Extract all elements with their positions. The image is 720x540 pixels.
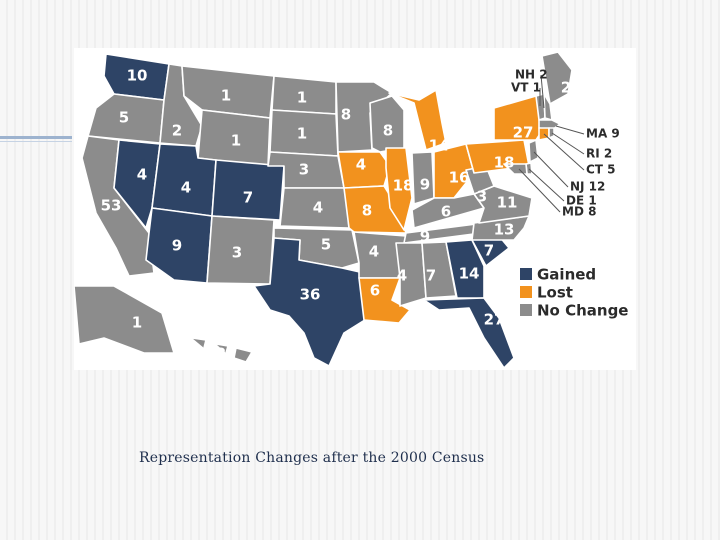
state-nv bbox=[113, 139, 161, 229]
state-label-wy: 1 bbox=[231, 132, 241, 150]
state-label-ks: 4 bbox=[313, 199, 323, 217]
callout-label-nh: NH 2 bbox=[515, 68, 548, 82]
state-label-wi: 8 bbox=[383, 122, 393, 140]
state-ga bbox=[445, 239, 485, 299]
state-label-ms: 4 bbox=[397, 267, 407, 285]
legend-swatch-lost bbox=[520, 286, 532, 298]
callout-leader-nh bbox=[540, 74, 545, 109]
state-label-nv: 4 bbox=[137, 166, 147, 184]
state-label-ar: 4 bbox=[369, 243, 379, 261]
legend-swatch-no-change bbox=[520, 304, 532, 316]
state-mi bbox=[388, 89, 447, 151]
slide-accent-line bbox=[0, 136, 72, 139]
callout-label-ma: MA 9 bbox=[586, 127, 620, 141]
callout-label-vt: VT 1 bbox=[511, 81, 541, 95]
state-label-ut: 4 bbox=[181, 179, 191, 197]
callout-leader-ri bbox=[551, 132, 585, 155]
state-label-tx: 36 bbox=[300, 286, 321, 304]
state-label-al: 7 bbox=[426, 267, 436, 285]
callout-leader-de bbox=[528, 168, 565, 202]
state-label-mt: 1 bbox=[221, 87, 231, 105]
state-label-co: 7 bbox=[243, 189, 253, 207]
state-label-il: 18 bbox=[393, 177, 414, 195]
callout-leader-md bbox=[518, 168, 561, 213]
legend-swatch-gained bbox=[520, 268, 532, 280]
legend-label-no-change: No Change bbox=[537, 302, 628, 320]
state-label-nm: 3 bbox=[232, 244, 242, 262]
state-hi bbox=[191, 337, 253, 363]
state-label-wv: 3 bbox=[477, 188, 487, 206]
state-label-or: 5 bbox=[119, 109, 129, 127]
state-label-ia: 4 bbox=[356, 156, 366, 174]
state-ak bbox=[74, 285, 175, 354]
state-il bbox=[385, 147, 413, 231]
state-label-mo: 8 bbox=[362, 202, 372, 220]
callout-leader-ma bbox=[555, 125, 585, 135]
callout-label-nj: NJ 12 bbox=[570, 180, 605, 194]
state-label-mi: 14 bbox=[429, 137, 450, 155]
state-label-sc: 7 bbox=[484, 242, 494, 260]
state-label-ky: 6 bbox=[441, 203, 451, 221]
callout-label-ri: RI 2 bbox=[586, 147, 612, 161]
state-label-ca: 53 bbox=[101, 197, 122, 215]
state-label-ga: 14 bbox=[459, 265, 480, 283]
state-label-ok: 5 bbox=[321, 236, 331, 254]
legend-label-lost: Lost bbox=[537, 284, 573, 302]
callout-label-de: DE 1 bbox=[566, 194, 597, 208]
state-tx bbox=[253, 237, 369, 367]
state-label-me: 2 bbox=[561, 79, 571, 97]
state-label-tn: 9 bbox=[420, 228, 430, 246]
state-label-ne: 3 bbox=[299, 161, 309, 179]
state-ri bbox=[548, 127, 555, 139]
us-map-panel: 10 5 53 4 2 1 1 4 9 7 3 1 1 3 4 5 36 8 4 8 4 6 8 18 14 9 16 6 9 4 7 14 2… bbox=[74, 48, 636, 370]
slide-accent-line-thin bbox=[0, 141, 72, 142]
states-layer bbox=[74, 51, 573, 369]
state-or bbox=[87, 93, 165, 144]
callout-label-md: MD 8 bbox=[562, 205, 596, 219]
state-label-sd: 1 bbox=[297, 125, 307, 143]
state-me bbox=[541, 51, 573, 105]
state-label-nd: 1 bbox=[297, 89, 307, 107]
state-label-nc: 13 bbox=[494, 221, 515, 239]
state-label-oh: 16 bbox=[449, 169, 470, 187]
state-label-id: 2 bbox=[172, 122, 182, 140]
state-fl bbox=[423, 297, 515, 369]
state-label-wa: 10 bbox=[127, 67, 148, 85]
state-label-fl: 27 bbox=[484, 311, 505, 329]
state-label-hi: 2 bbox=[216, 345, 226, 363]
state-label-az: 9 bbox=[172, 237, 182, 255]
state-label-ny: 27 bbox=[513, 124, 534, 142]
state-label-mn: 8 bbox=[341, 106, 351, 124]
state-oh bbox=[433, 143, 475, 199]
callout-leader-ct bbox=[543, 133, 585, 171]
state-label-la: 6 bbox=[370, 282, 380, 300]
callout-label-ct: CT 5 bbox=[586, 163, 616, 177]
state-ms bbox=[395, 242, 427, 307]
state-label-va: 11 bbox=[497, 194, 518, 212]
state-nj bbox=[528, 139, 539, 163]
state-label-pa: 18 bbox=[494, 154, 515, 172]
state-label-ak: 1 bbox=[132, 314, 142, 332]
legend-label-gained: Gained bbox=[537, 266, 596, 284]
state-label-in: 9 bbox=[420, 176, 430, 194]
map-caption: Representation Changes after the 2000 Ce… bbox=[139, 450, 485, 466]
callout-leader-nj bbox=[533, 151, 569, 188]
